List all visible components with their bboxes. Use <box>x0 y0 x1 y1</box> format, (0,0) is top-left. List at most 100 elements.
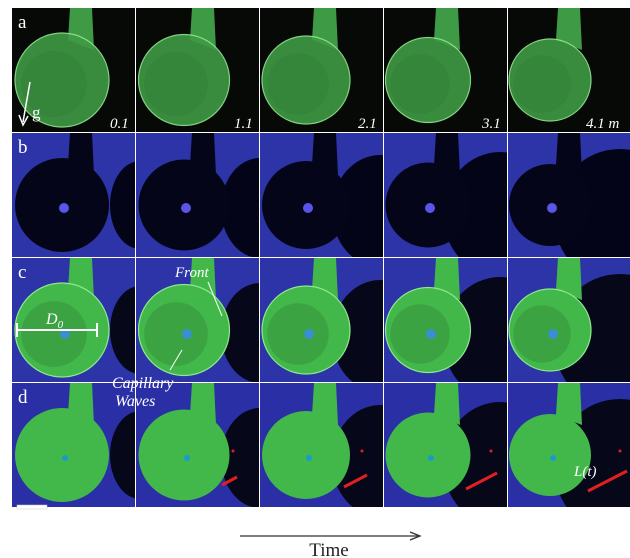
image-cell <box>508 383 630 507</box>
drop-shading <box>267 303 329 365</box>
receding-region <box>332 405 383 507</box>
image-cell <box>136 383 259 507</box>
image-cell <box>12 8 135 132</box>
time-label: 1.1 <box>234 116 253 132</box>
drop <box>385 412 471 498</box>
length-line <box>221 475 238 487</box>
image-grid <box>12 8 630 507</box>
bubble <box>426 329 436 339</box>
image-cell <box>260 383 383 507</box>
drop <box>14 32 110 128</box>
drop <box>508 38 592 122</box>
drop <box>384 36 472 124</box>
scale-bar <box>16 504 48 510</box>
waves-pointer <box>169 349 183 371</box>
image-cell <box>260 133 383 257</box>
bubble <box>304 329 314 339</box>
front-marker <box>360 449 364 453</box>
image-cell <box>12 133 135 257</box>
receding-region <box>221 158 259 257</box>
image-cell <box>12 258 135 382</box>
gravity-arrow <box>22 81 31 123</box>
bubble <box>303 203 313 213</box>
bubble <box>548 329 558 339</box>
gravity-label: g <box>32 103 41 122</box>
receding-region <box>221 283 259 382</box>
time-label: 4.1 m <box>586 116 620 132</box>
image-cell <box>508 8 630 132</box>
length-label: L(t) <box>573 464 597 480</box>
panel-label: a <box>18 12 27 33</box>
image-cell <box>384 383 507 507</box>
length-line <box>343 473 368 489</box>
receding-region <box>110 411 135 499</box>
drop <box>15 408 109 502</box>
length-line <box>587 469 628 493</box>
waves-label: Capillary <box>112 375 174 392</box>
time-label: 2.1 <box>358 116 377 132</box>
drop-shading <box>21 301 87 367</box>
diameter-subscript: 0 <box>58 319 64 331</box>
diameter-symbol: D <box>45 311 58 328</box>
centroid <box>62 455 68 461</box>
diameter-label: D0 <box>45 311 64 331</box>
bubble <box>547 203 557 213</box>
image-cell <box>384 133 507 257</box>
drop-shading <box>21 51 87 117</box>
arrow-head <box>409 531 422 541</box>
centroid <box>428 455 434 461</box>
panel-label: b <box>18 137 28 158</box>
front-marker <box>489 449 493 453</box>
bubble <box>425 203 435 213</box>
gravity-arrow-head <box>18 114 29 127</box>
axis-label: Time <box>309 540 348 558</box>
image-cell <box>384 8 507 132</box>
drop-shading <box>390 54 450 114</box>
drop-neck <box>556 258 582 300</box>
drop-shading <box>144 302 208 366</box>
drop-shading <box>513 305 571 363</box>
panel-label: d <box>18 387 28 408</box>
receding-region <box>332 280 383 382</box>
panel-label: c <box>18 262 26 283</box>
centroid <box>184 455 190 461</box>
drop-neck <box>556 383 582 425</box>
length-line <box>465 471 498 491</box>
front-pointer <box>207 281 223 317</box>
image-cell <box>384 258 507 382</box>
drop-neck <box>556 133 582 175</box>
drop <box>509 414 591 496</box>
bubble <box>59 203 69 213</box>
front-marker <box>618 449 622 453</box>
time-label: 3.1 <box>481 116 501 132</box>
front-label: Front <box>174 265 209 281</box>
bubble <box>60 329 70 339</box>
image-cell <box>136 258 259 382</box>
bubble <box>181 203 191 213</box>
centroid <box>306 455 312 461</box>
drop-shading <box>390 304 450 364</box>
waves-label: Waves <box>115 393 155 410</box>
annotations: 0.1 1.1 2.1 3.1 4.1 m a b c d g D0 Front CapillaryWa… <box>16 12 620 480</box>
receding-region <box>332 155 383 257</box>
receding-region <box>110 161 135 249</box>
drop-shading <box>267 53 329 115</box>
drop <box>262 411 350 499</box>
drop <box>261 35 351 125</box>
image-cell <box>508 258 630 382</box>
time-label: 0.1 <box>110 116 129 132</box>
receding-region <box>221 408 259 507</box>
image-cell <box>136 8 259 132</box>
image-cell <box>12 383 135 507</box>
drop <box>138 409 230 501</box>
bubble <box>182 329 192 339</box>
drop-shading <box>513 55 571 113</box>
image-cell <box>260 258 383 382</box>
image-cell <box>260 8 383 132</box>
receding-region <box>110 286 135 374</box>
drop-shading <box>144 52 208 116</box>
front-marker <box>231 449 235 453</box>
drop <box>137 33 231 127</box>
drop-neck <box>556 8 582 50</box>
